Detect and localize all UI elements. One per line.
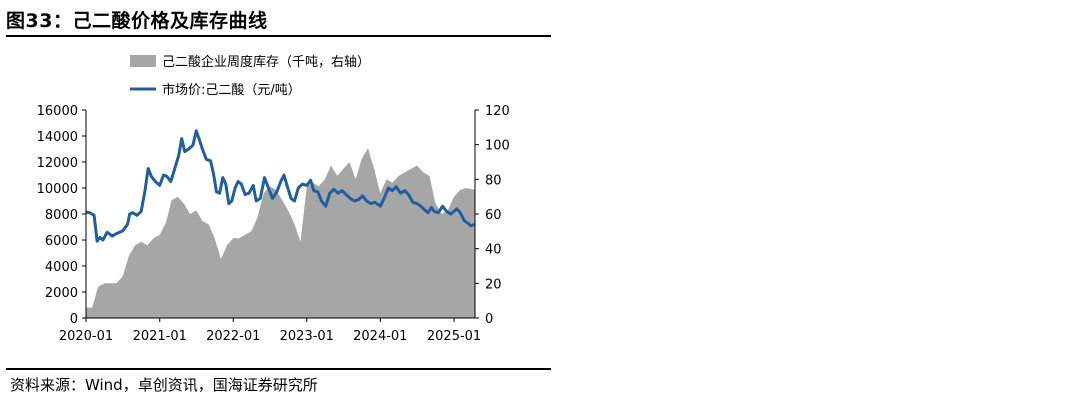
y-left-tick-label: 14000 (37, 130, 78, 145)
x-tick-label: 2025-01 (427, 329, 481, 344)
price-line (85, 129, 476, 243)
legend-swatch-inventory (130, 55, 156, 67)
y-left-tick-label: 8000 (45, 208, 78, 223)
y-right-tick-label: 80 (485, 173, 502, 188)
inventory-area (86, 148, 475, 318)
price-line-series (85, 129, 476, 243)
source-rule (6, 368, 551, 370)
source-note: 资料来源：Wind，卓创资讯，国海证券研究所 (10, 376, 318, 394)
legend-label-inventory: 己二酸企业周度库存（千吨，右轴） (162, 54, 370, 70)
y-right-tick-label: 40 (485, 243, 502, 258)
y-left-tick-label: 0 (70, 312, 78, 327)
title-rule (6, 35, 551, 37)
y-left-tick-label: 12000 (37, 156, 78, 171)
y-left-tick-label: 16000 (37, 104, 78, 119)
x-tick-label: 2024-01 (353, 329, 407, 344)
y-right-tick-label: 120 (485, 104, 510, 119)
axes: 2020-01 2021-01 2022-01 2023-01 2024-01 2025-… (37, 104, 510, 344)
figure-title: 图33：己二酸价格及库存曲线 (6, 10, 268, 32)
y-right-tick-label: 0 (485, 312, 493, 327)
y-left-tick-label: 2000 (45, 286, 78, 301)
y-right-tick-label: 20 (485, 277, 502, 292)
legend: 己二酸企业周度库存（千吨，右轴） 市场价:己二酸（元/吨） (130, 54, 370, 98)
y-right-tick-label: 100 (485, 139, 510, 154)
x-tick-label: 2021-01 (133, 329, 187, 344)
y-left-tick-label: 4000 (45, 260, 78, 275)
x-tick-label: 2022-01 (206, 329, 260, 344)
inventory-area-series (86, 148, 475, 318)
y-left-tick-label: 10000 (37, 182, 78, 197)
y-right-tick-label: 60 (485, 208, 502, 223)
legend-label-price: 市场价:己二酸（元/吨） (162, 82, 301, 98)
x-tick-label: 2023-01 (280, 329, 334, 344)
x-tick-label: 2020-01 (59, 329, 113, 344)
chart: 2020-01 2021-01 2022-01 2023-01 2024-01 2025-… (37, 54, 510, 344)
y-left-tick-label: 6000 (45, 234, 78, 249)
